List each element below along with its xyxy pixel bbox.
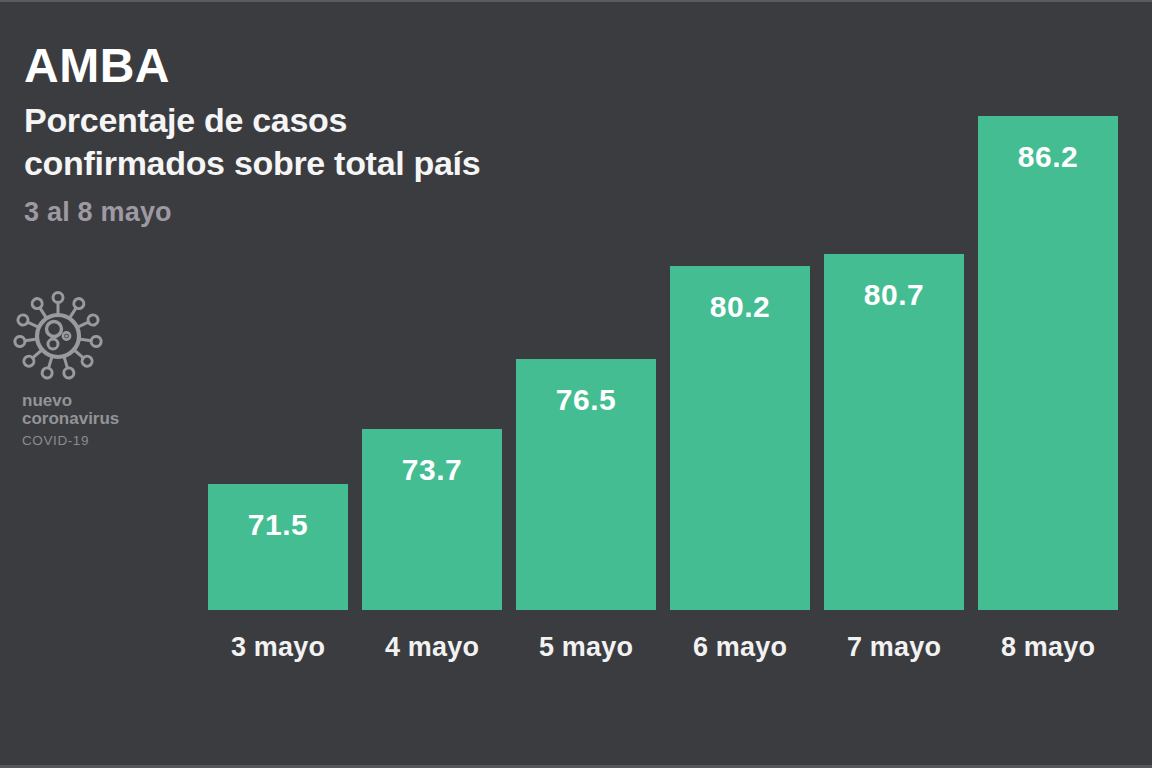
- bar-4-mayo: 73.7: [362, 429, 502, 610]
- bar-6-mayo: 80.2: [670, 266, 810, 610]
- bar-value-label: 80.2: [670, 266, 810, 324]
- bar-value-label: 73.7: [362, 429, 502, 487]
- logo-line-covid19: COVID-19: [22, 433, 164, 448]
- x-axis-label-7-mayo: 7 mayo: [824, 632, 964, 663]
- bar-value-label: 80.7: [824, 254, 964, 312]
- logo-line-nuevo: nuevo: [22, 392, 164, 410]
- bar-7-mayo: 80.7: [824, 254, 964, 610]
- page-title: AMBA: [24, 40, 480, 92]
- coronavirus-logo-block: nuevo coronavirus COVID-19: [4, 284, 164, 448]
- bar-5-mayo: 76.5: [516, 359, 656, 610]
- infographic-canvas: AMBA Porcentaje de casos confirmados sob…: [0, 0, 1152, 768]
- x-axis-label-3-mayo: 3 mayo: [208, 632, 348, 663]
- x-axis-label-4-mayo: 4 mayo: [362, 632, 502, 663]
- coronavirus-icon: [4, 284, 164, 388]
- bar-3-mayo: 71.5: [208, 484, 348, 610]
- logo-line-coronavirus: coronavirus: [22, 410, 164, 428]
- bar-value-label: 86.2: [978, 116, 1118, 174]
- x-axis-labels: 3 mayo 4 mayo 5 mayo 6 mayo 7 mayo 8 mayo: [208, 632, 1118, 663]
- top-edge-line: [0, 0, 1152, 2]
- bar-chart: 71.573.776.580.280.7 86.2: [208, 116, 1118, 610]
- logo-text: nuevo coronavirus COVID-19: [22, 392, 164, 448]
- x-axis-label-8-mayo: 8 mayo: [978, 632, 1118, 663]
- x-axis-label-6-mayo: 6 mayo: [670, 632, 810, 663]
- bar-value-label: 71.5: [208, 484, 348, 542]
- bar-8-mayo: 86.2: [978, 116, 1118, 610]
- x-axis-label-5-mayo: 5 mayo: [516, 632, 656, 663]
- bar-value-label: 76.5: [516, 359, 656, 417]
